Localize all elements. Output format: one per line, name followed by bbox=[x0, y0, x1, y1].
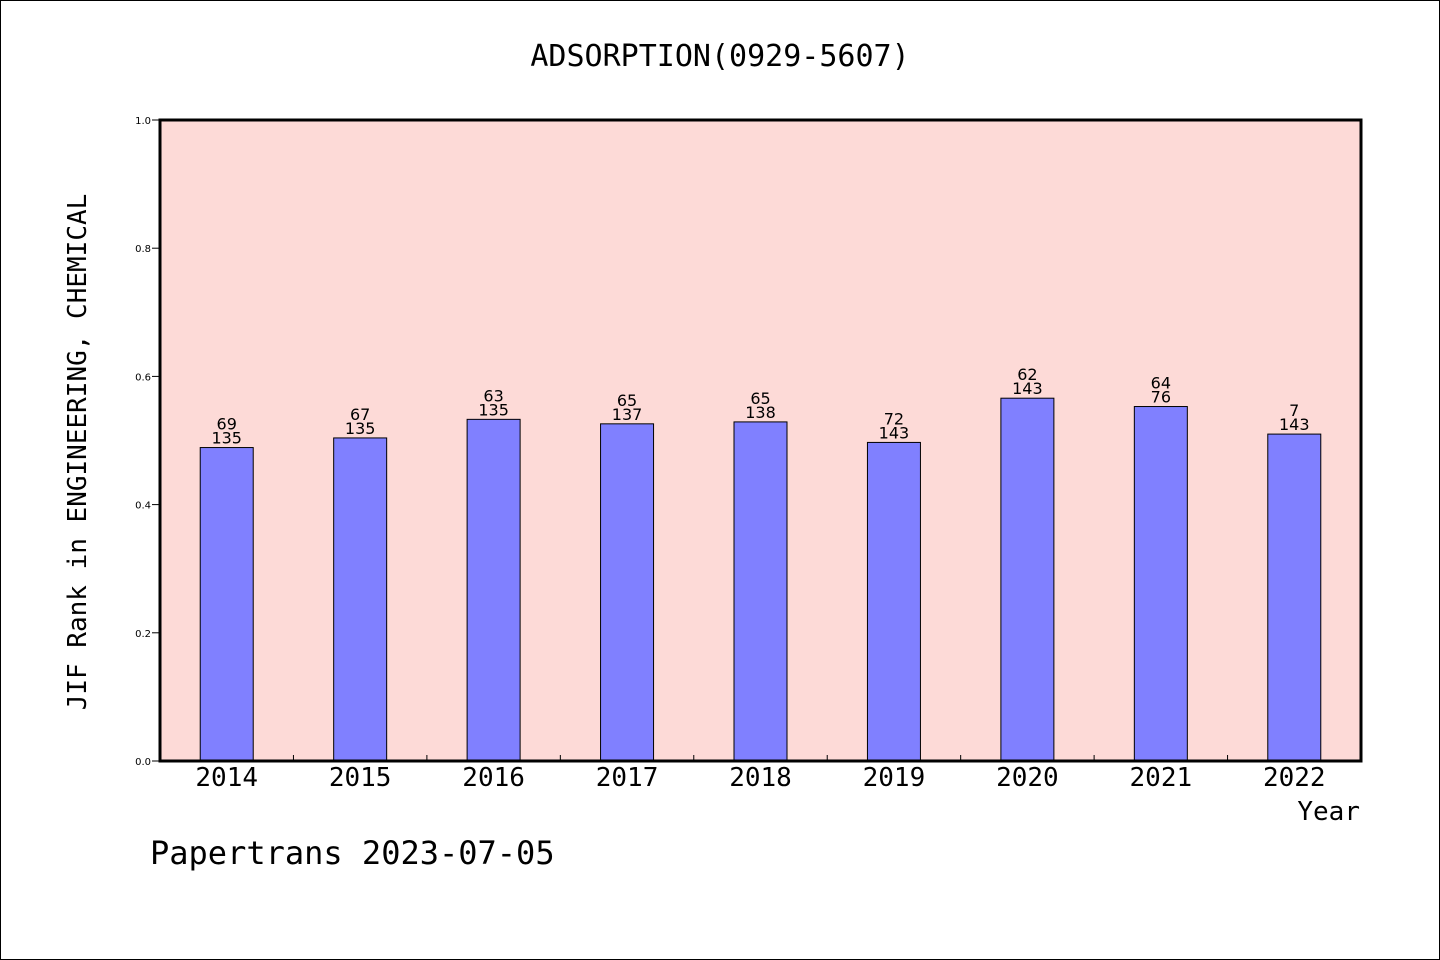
bar-2014 bbox=[199, 447, 254, 762]
y-tick-label: 1.0 bbox=[135, 116, 151, 127]
bar-total-label: 143 bbox=[879, 423, 910, 442]
bar-rank-label: 69 bbox=[217, 415, 237, 434]
y-tick-label: 0.4 bbox=[135, 501, 151, 512]
bar-rank-label: 67 bbox=[350, 405, 370, 424]
x-tick-label: 2022 bbox=[1263, 763, 1326, 793]
bar-total-label: 143 bbox=[1012, 379, 1043, 398]
bar-total-label: 138 bbox=[745, 403, 776, 422]
x-axis-ticks: 2014 2015 2016 2017 2018 2019 2020 2021 2022 bbox=[195, 755, 1326, 793]
bar-2020 bbox=[1000, 397, 1055, 762]
bar-total-label: 135 bbox=[211, 429, 242, 448]
bar-rank-label: 72 bbox=[884, 409, 904, 428]
bar-rank-label: 62 bbox=[1017, 365, 1037, 384]
bar-2021 bbox=[1133, 406, 1188, 762]
bar-rank-label: 63 bbox=[483, 386, 503, 405]
bar-rank-label: 65 bbox=[617, 391, 637, 410]
x-tick-label: 2021 bbox=[1130, 763, 1193, 793]
x-tick-label: 2014 bbox=[195, 763, 258, 793]
y-tick-label: 0.6 bbox=[135, 372, 151, 383]
bar-2022 bbox=[1267, 433, 1322, 762]
bar-rank-label: 7 bbox=[1289, 401, 1299, 420]
x-tick-label: 2020 bbox=[996, 763, 1059, 793]
x-tick-label: 2017 bbox=[596, 763, 659, 793]
bar-2015 bbox=[333, 437, 388, 762]
bar-2019 bbox=[866, 441, 921, 762]
x-tick-label: 2019 bbox=[863, 763, 926, 793]
bar-2018 bbox=[733, 421, 788, 762]
chart-title: ADSORPTION(0929-5607) bbox=[530, 39, 909, 74]
bar-2017 bbox=[600, 423, 655, 762]
bar-total-label: 137 bbox=[612, 405, 643, 424]
bar-rank-label: 65 bbox=[750, 389, 770, 408]
bar-rank-label: 64 bbox=[1151, 374, 1171, 393]
x-tick-label: 2015 bbox=[329, 763, 392, 793]
x-tick-label: 2016 bbox=[462, 763, 525, 793]
bars bbox=[199, 397, 1322, 762]
y-axis-label: JIF Rank in ENGINEERING, CHEMICAL bbox=[63, 194, 93, 711]
bar-total-label: 76 bbox=[1151, 388, 1171, 407]
y-tick-label: 0.0 bbox=[135, 757, 151, 768]
bar-total-label: 135 bbox=[345, 419, 376, 438]
x-tick-label: 2018 bbox=[729, 763, 792, 793]
bar-total-label: 143 bbox=[1279, 415, 1310, 434]
y-axis-ticks: 0.0 0.2 0.4 0.6 0.8 1.0 bbox=[135, 116, 160, 768]
bar-2016 bbox=[466, 418, 521, 762]
y-tick-label: 0.8 bbox=[135, 244, 151, 255]
footer-watermark: Papertrans 2023-07-05 bbox=[150, 834, 555, 872]
bar-total-label: 135 bbox=[478, 400, 509, 419]
y-tick-label: 0.2 bbox=[135, 629, 151, 640]
plot-border bbox=[158, 118, 1363, 763]
x-axis-label: Year bbox=[1297, 797, 1360, 827]
